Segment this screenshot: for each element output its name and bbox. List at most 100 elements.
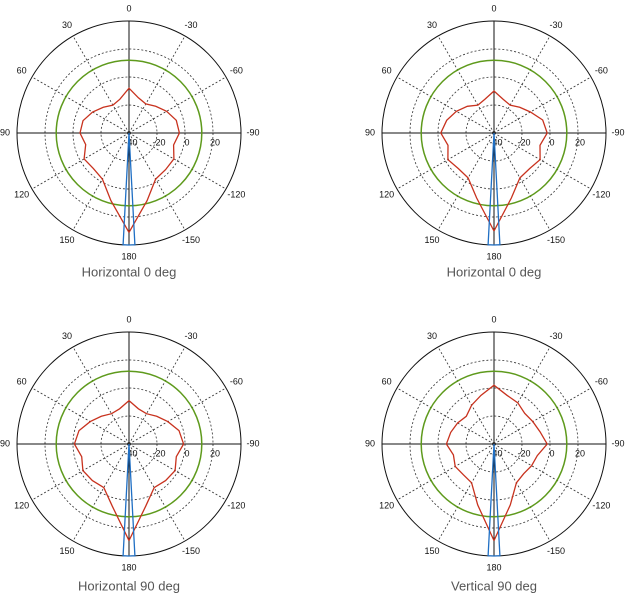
theta-tick-label: 60 <box>382 65 392 75</box>
spoke <box>493 132 592 190</box>
theta-tick-label: -120 <box>227 189 245 199</box>
spoke <box>31 132 130 190</box>
theta-tick-label: -60 <box>595 376 608 386</box>
theta-tick-label: -150 <box>182 546 200 556</box>
spoke <box>128 132 186 231</box>
spoke <box>493 443 592 501</box>
theta-tick-label: -60 <box>230 376 243 386</box>
theta-tick-label: 90 <box>0 127 10 137</box>
spoke <box>437 35 495 134</box>
theta-tick-label: -30 <box>549 20 562 30</box>
theta-tick-label: 120 <box>14 189 29 199</box>
theta-tick-label: 180 <box>121 562 136 572</box>
theta-tick-label: 150 <box>59 235 74 245</box>
spoke <box>128 387 227 445</box>
spoke <box>437 132 495 231</box>
spoke <box>128 443 186 542</box>
spoke <box>396 76 495 134</box>
spoke <box>493 35 551 134</box>
theta-tick-label: 180 <box>486 251 501 261</box>
theta-tick-label: 30 <box>427 20 437 30</box>
theta-tick-label: 60 <box>382 376 392 386</box>
reference-circle <box>55 59 203 207</box>
theta-tick-label: 30 <box>62 331 72 341</box>
pattern-line <box>73 399 185 541</box>
r-tick-label: 0 <box>549 448 554 458</box>
theta-tick-label: -90 <box>611 127 624 137</box>
theta-tick-label: -90 <box>246 127 259 137</box>
spoke <box>128 132 227 190</box>
spoke <box>396 443 495 501</box>
r-tick-label: 20 <box>575 448 585 458</box>
theta-tick-label: 150 <box>424 235 439 245</box>
theta-tick-label: 90 <box>0 438 10 448</box>
spoke <box>128 443 227 501</box>
r-tick-label: -40 <box>489 448 502 458</box>
theta-tick-label: 180 <box>121 251 136 261</box>
r-tick-label: 20 <box>575 137 585 147</box>
theta-tick-label: 0 <box>126 314 131 324</box>
pattern-line <box>122 443 136 557</box>
spoke <box>72 35 130 134</box>
r-tick-label: -20 <box>152 448 165 458</box>
spoke <box>72 346 130 445</box>
spoke <box>72 443 130 542</box>
theta-tick-label: -60 <box>230 65 243 75</box>
theta-tick-label: 120 <box>379 189 394 199</box>
r-tick-label: -20 <box>517 448 530 458</box>
spoke <box>31 76 130 134</box>
theta-tick-label: -30 <box>184 20 197 30</box>
theta-tick-label: 0 <box>126 3 131 13</box>
r-tick-label: -40 <box>124 448 137 458</box>
theta-tick-label: -60 <box>595 65 608 75</box>
spoke <box>31 443 130 501</box>
theta-tick-label: -30 <box>184 331 197 341</box>
theta-tick-label: -150 <box>547 235 565 245</box>
theta-tick-label: -120 <box>227 500 245 510</box>
theta-tick-label: -120 <box>592 500 610 510</box>
theta-tick-label: -150 <box>547 546 565 556</box>
r-tick-label: -20 <box>152 137 165 147</box>
reference-circle <box>420 370 568 518</box>
theta-tick-label: -120 <box>592 189 610 199</box>
pattern-line <box>487 132 501 246</box>
reference-circle <box>420 59 568 207</box>
spoke <box>31 387 130 445</box>
theta-tick-label: 150 <box>59 546 74 556</box>
spoke <box>437 346 495 445</box>
spoke <box>72 132 130 231</box>
chart-caption: Horizontal 90 deg <box>78 578 180 593</box>
theta-tick-label: 120 <box>379 500 394 510</box>
theta-tick-label: 0 <box>491 3 496 13</box>
chart-caption: Vertical 90 deg <box>451 578 537 593</box>
spoke <box>128 35 186 134</box>
r-tick-label: -40 <box>489 137 502 147</box>
theta-tick-label: -30 <box>549 331 562 341</box>
r-tick-label: 0 <box>549 137 554 147</box>
pattern-line <box>122 132 136 246</box>
theta-tick-label: 60 <box>17 376 27 386</box>
spoke <box>396 387 495 445</box>
r-tick-label: 20 <box>210 448 220 458</box>
spoke <box>437 443 495 542</box>
spoke <box>493 346 551 445</box>
theta-tick-label: 30 <box>427 331 437 341</box>
pattern-line <box>487 443 501 557</box>
chart-caption: Horizontal 0 deg <box>82 264 177 279</box>
theta-tick-label: -150 <box>182 235 200 245</box>
theta-tick-label: 150 <box>424 546 439 556</box>
chart-caption: Horizontal 0 deg <box>447 264 542 279</box>
spoke <box>493 132 551 231</box>
theta-tick-label: -90 <box>611 438 624 448</box>
spoke <box>493 443 551 542</box>
reference-circle <box>55 370 203 518</box>
theta-tick-label: 30 <box>62 20 72 30</box>
theta-tick-label: 120 <box>14 500 29 510</box>
theta-tick-label: 90 <box>365 127 375 137</box>
theta-tick-label: 90 <box>365 438 375 448</box>
spoke <box>128 76 227 134</box>
r-tick-label: -40 <box>124 137 137 147</box>
spoke <box>493 387 592 445</box>
pattern-line <box>445 384 548 541</box>
